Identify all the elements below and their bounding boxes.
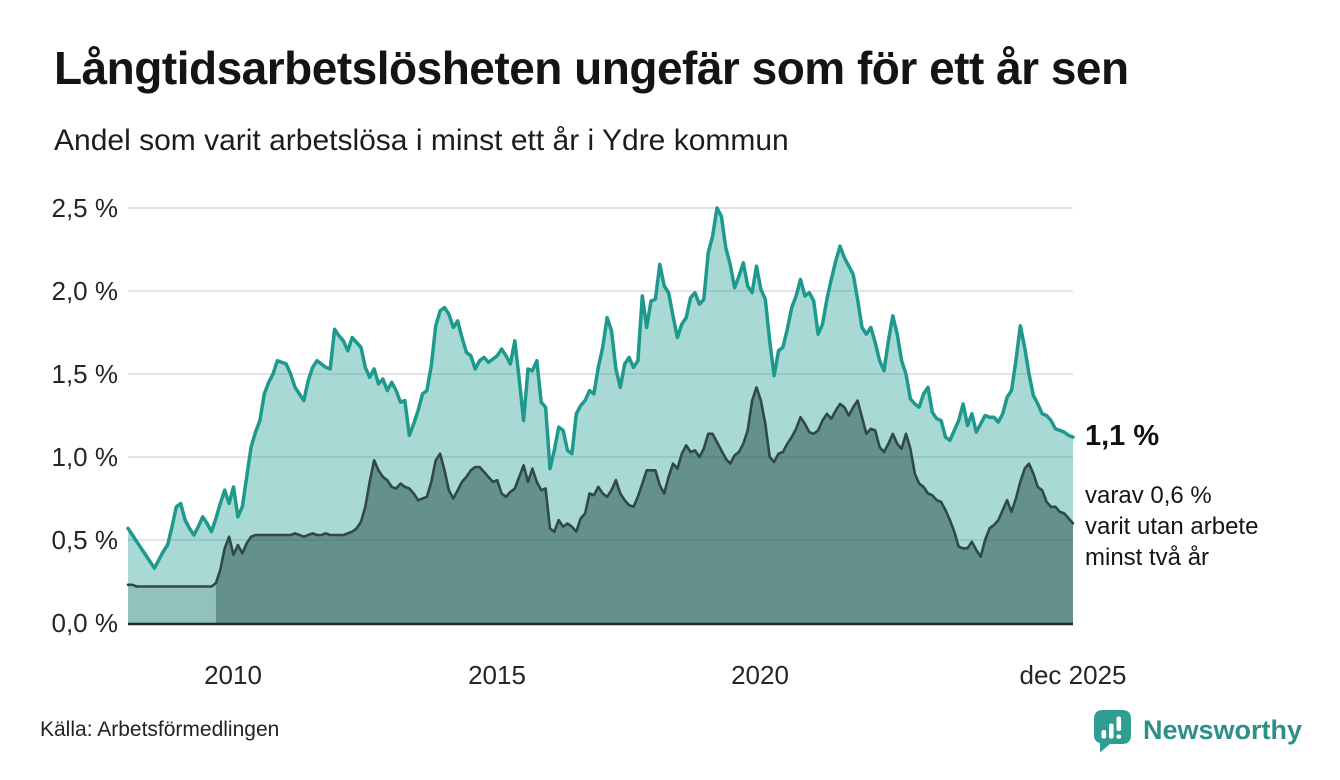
- x-tick-label: 2010: [204, 660, 262, 690]
- y-tick-label: 0,0 %: [51, 608, 119, 638]
- source-note: Källa: Arbetsförmedlingen: [40, 718, 280, 741]
- annotation-line: varav 0,6 %: [1085, 482, 1212, 509]
- y-tick-label: 1,5 %: [51, 359, 119, 389]
- y-tick-label: 0,5 %: [51, 525, 119, 555]
- chart-subtitle: Andel som varit arbetslösa i minst ett å…: [54, 124, 789, 157]
- y-tick-label: 1,0 %: [51, 442, 119, 472]
- y-tick-label: 2,5 %: [51, 193, 119, 223]
- x-tick-label: 2020: [731, 660, 789, 690]
- y-tick-label: 2,0 %: [51, 276, 119, 306]
- x-tick-label: 2015: [468, 660, 526, 690]
- newsworthy-logo: Newsworthy: [1092, 708, 1302, 753]
- annotation-line: varit utan arbete: [1085, 513, 1259, 540]
- x-tick-label: dec 2025: [1019, 660, 1127, 690]
- annotation-line: minst två år: [1085, 544, 1210, 571]
- latest-value-annotation: 1,1 %: [1085, 420, 1160, 452]
- page-title: Långtidsarbetslösheten ungefär som för e…: [54, 42, 1129, 94]
- brand-name: Newsworthy: [1142, 715, 1302, 745]
- latest-subvalue-annotation: varav 0,6 % varit utan arbete minst två …: [1085, 480, 1258, 573]
- newsworthy-logo-icon: [1093, 710, 1131, 753]
